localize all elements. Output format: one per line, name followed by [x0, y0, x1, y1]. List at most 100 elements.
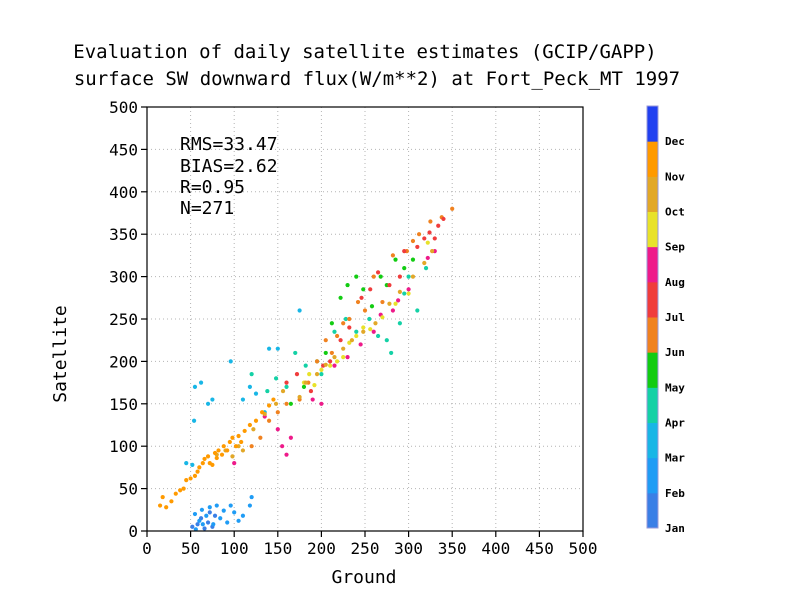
data-point-nov [230, 435, 235, 440]
data-point-oct [341, 346, 346, 351]
data-point-mar [228, 359, 233, 364]
data-point-nov [200, 461, 205, 466]
data-point-feb [211, 522, 216, 527]
data-point-jun [266, 418, 272, 423]
data-point-oct [422, 260, 427, 266]
x-tick-label: 450 [525, 539, 554, 558]
data-point-apr [367, 316, 372, 322]
data-point-oct [297, 394, 302, 400]
data-point-jun [428, 219, 433, 224]
colorbar-swatch-sep [647, 211, 658, 248]
data-point-jul [359, 295, 364, 300]
x-tick-label: 300 [394, 539, 423, 558]
data-point-feb [199, 507, 205, 512]
data-point-nov [214, 455, 219, 461]
x-tick-label: 200 [307, 539, 336, 558]
data-point-jun [329, 350, 334, 356]
grid-lines [147, 107, 583, 531]
data-point-nov [253, 418, 259, 423]
data-point-jun [258, 435, 263, 440]
data-point-jan [205, 520, 211, 525]
data-point-nov [164, 505, 169, 510]
colorbar-label-jun: Jun [665, 346, 685, 359]
data-point-jun [450, 206, 455, 211]
data-point-feb [193, 527, 198, 532]
data-point-aug [396, 298, 401, 303]
data-point-nov [242, 428, 247, 434]
data-point-mar [247, 384, 252, 389]
data-point-feb [236, 518, 241, 523]
data-point-feb [192, 511, 198, 517]
data-point-oct [430, 249, 435, 254]
data-point-jun [347, 316, 352, 322]
y-tick-label: 0 [128, 522, 138, 541]
data-point-aug [345, 355, 350, 360]
chart-title: Evaluation of daily satellite estimates … [73, 41, 656, 63]
x-axis-ticks: 0 50 100 150 200 250 300 350 400 450 500 [142, 531, 597, 558]
colorbar-swatch-nov [647, 141, 658, 177]
data-point-mar [192, 384, 198, 389]
data-point-jan [190, 524, 195, 529]
data-point-feb [225, 520, 230, 525]
data-point-oct [230, 454, 235, 459]
data-point-jul [436, 223, 441, 228]
y-axis-ticks: 0 50 100 150 200 250 300 350 400 450 500 [109, 98, 147, 541]
data-point-jul [397, 274, 402, 279]
data-point-nov [169, 499, 174, 504]
data-point-feb [221, 508, 226, 513]
colorbar-swatch-jan [647, 492, 658, 529]
data-point-nov [212, 450, 218, 456]
data-point-mar [191, 418, 197, 423]
data-point-apr [397, 321, 402, 326]
data-point-sep [380, 315, 385, 320]
data-point-jun [355, 299, 361, 305]
stat-n: N=271 [180, 198, 234, 219]
x-tick-label: 250 [351, 539, 380, 558]
x-tick-label: 50 [181, 539, 200, 558]
data-point-may [361, 287, 366, 292]
colorbar-label-dec: Dec [665, 135, 685, 148]
data-point-mar [275, 346, 280, 351]
y-tick-label: 500 [109, 98, 138, 117]
data-point-jul [368, 287, 373, 292]
chart-subtitle: surface SW downward flux(W/m**2) at Fort… [74, 68, 680, 90]
colorbar-swatch-may [647, 352, 658, 388]
data-point-mar [198, 380, 204, 385]
y-tick-label: 300 [109, 268, 138, 287]
data-point-may [345, 282, 350, 288]
data-point-nov [205, 454, 211, 459]
colorbar-swatch-mar [647, 422, 658, 459]
x-tick-label: 500 [569, 539, 598, 558]
y-axis-label: Satellite [50, 305, 71, 403]
data-point-feb [214, 503, 219, 508]
data-point-feb [218, 516, 223, 521]
data-point-aug [319, 401, 324, 406]
colorbar-label-feb: Feb [665, 487, 685, 500]
data-point-aug [390, 308, 396, 313]
x-tick-label: 350 [438, 539, 467, 558]
data-point-jul [328, 359, 333, 364]
data-point-mar [184, 461, 189, 466]
x-tick-label: 100 [220, 539, 249, 558]
data-points [157, 206, 455, 532]
x-tick-label: 0 [142, 539, 152, 558]
data-point-nov [219, 452, 225, 457]
data-point-mar [266, 346, 272, 351]
data-point-oct [303, 380, 308, 385]
colorbar-swatch-aug [647, 246, 658, 283]
colorbar-label-apr: Apr [665, 417, 685, 430]
data-point-apr [273, 376, 279, 381]
data-point-aug [371, 329, 376, 334]
data-point-jun [249, 444, 254, 449]
data-point-apr [265, 388, 270, 394]
data-point-aug [280, 444, 285, 449]
data-point-feb [232, 510, 237, 515]
colorbar-label-jul: Jul [665, 311, 685, 324]
data-point-oct [332, 355, 337, 360]
data-point-nov [202, 456, 207, 462]
data-point-jan [207, 510, 212, 515]
data-point-oct [251, 427, 256, 432]
data-point-jul [432, 236, 437, 241]
data-point-apr [423, 266, 429, 271]
data-point-nov [210, 462, 215, 467]
